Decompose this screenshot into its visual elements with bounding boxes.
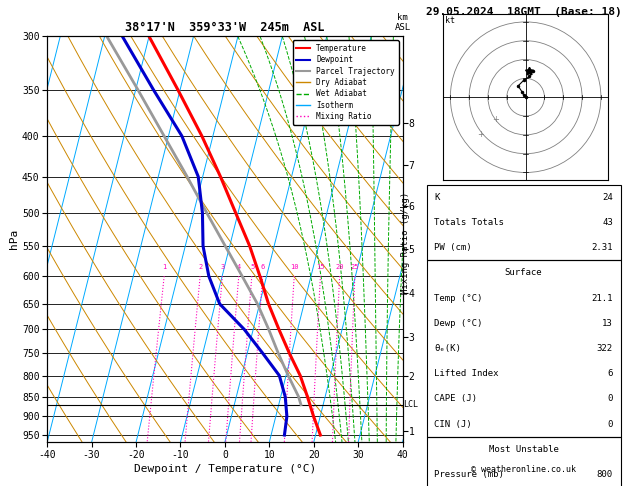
Text: Pressure (mb): Pressure (mb): [435, 470, 504, 479]
Text: 2: 2: [199, 264, 203, 270]
Text: CIN (J): CIN (J): [435, 419, 472, 429]
Title: 38°17'N  359°33'W  245m  ASL: 38°17'N 359°33'W 245m ASL: [125, 21, 325, 34]
Text: 6: 6: [261, 264, 265, 270]
Text: 2.31: 2.31: [591, 243, 613, 252]
Text: 20: 20: [336, 264, 344, 270]
Bar: [426, 260, 621, 436]
Text: Temp (°C): Temp (°C): [435, 294, 483, 303]
Text: Dewp (°C): Dewp (°C): [435, 319, 483, 328]
Text: 29.05.2024  18GMT  (Base: 18): 29.05.2024 18GMT (Base: 18): [426, 7, 621, 17]
Bar: [426, 185, 621, 260]
Text: 5: 5: [250, 264, 254, 270]
Text: Mixing Ratio (g/kg): Mixing Ratio (g/kg): [401, 192, 410, 294]
Text: 15: 15: [316, 264, 325, 270]
Text: 21.1: 21.1: [591, 294, 613, 303]
Text: Totals Totals: Totals Totals: [435, 218, 504, 227]
Text: 13: 13: [602, 319, 613, 328]
Text: CAPE (J): CAPE (J): [435, 394, 477, 403]
Text: LCL: LCL: [403, 400, 418, 409]
Y-axis label: hPa: hPa: [9, 229, 19, 249]
Text: km
ASL: km ASL: [394, 13, 411, 33]
Text: K: K: [435, 193, 440, 202]
Text: PW (cm): PW (cm): [435, 243, 472, 252]
Text: 25: 25: [351, 264, 359, 270]
X-axis label: Dewpoint / Temperature (°C): Dewpoint / Temperature (°C): [134, 464, 316, 474]
Text: 800: 800: [597, 470, 613, 479]
Text: Lifted Index: Lifted Index: [435, 369, 499, 378]
Text: 3: 3: [221, 264, 225, 270]
Text: 6: 6: [608, 369, 613, 378]
Text: © weatheronline.co.uk: © weatheronline.co.uk: [471, 465, 576, 474]
Text: θₑ(K): θₑ(K): [435, 344, 461, 353]
Text: Most Unstable: Most Unstable: [489, 445, 559, 454]
Text: 1: 1: [163, 264, 167, 270]
Text: 0: 0: [608, 419, 613, 429]
Text: 43: 43: [602, 218, 613, 227]
Text: 0: 0: [608, 394, 613, 403]
Bar: [426, 436, 621, 486]
Text: 10: 10: [291, 264, 299, 270]
Text: 24: 24: [602, 193, 613, 202]
Text: 322: 322: [597, 344, 613, 353]
Text: 4: 4: [237, 264, 242, 270]
Legend: Temperature, Dewpoint, Parcel Trajectory, Dry Adiabat, Wet Adiabat, Isotherm, Mi: Temperature, Dewpoint, Parcel Trajectory…: [292, 40, 399, 124]
Text: Surface: Surface: [505, 268, 542, 278]
